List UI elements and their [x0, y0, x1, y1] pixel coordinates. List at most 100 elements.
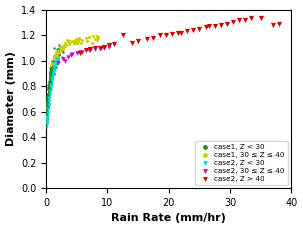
Point: [249, 17, 254, 20]
Point: [45, 100, 50, 104]
Point: [44, 104, 49, 108]
Point: [48, 78, 53, 81]
Point: [45, 112, 49, 115]
Point: [45, 105, 50, 109]
Point: [50, 75, 55, 79]
Point: [47, 84, 52, 88]
Point: [84, 49, 88, 52]
Point: [218, 23, 223, 27]
Point: [72, 39, 77, 43]
Point: [55, 57, 60, 61]
Point: [44, 110, 49, 114]
Point: [91, 35, 95, 38]
Point: [63, 41, 68, 45]
Point: [49, 67, 54, 71]
Point: [231, 20, 235, 24]
Point: [50, 65, 55, 69]
Point: [66, 40, 71, 43]
Point: [136, 40, 141, 43]
Point: [52, 65, 57, 69]
Point: [52, 53, 57, 57]
Point: [62, 42, 67, 46]
Point: [45, 104, 50, 107]
Point: [45, 108, 50, 112]
Point: [50, 63, 55, 67]
Point: [47, 71, 52, 74]
Point: [258, 17, 263, 20]
Point: [51, 72, 56, 76]
Point: [44, 114, 49, 117]
Point: [45, 103, 50, 107]
Point: [47, 88, 52, 92]
Point: [44, 113, 49, 116]
Legend: case1, Z < 30, case1, 30 ≤ Z ≤ 40, case2, Z < 30, case2, 30 ≤ Z ≤ 40, case2, Z >: case1, Z < 30, case1, 30 ≤ Z ≤ 40, case2…: [195, 141, 288, 185]
Point: [47, 90, 52, 93]
Point: [44, 101, 49, 104]
Point: [45, 114, 49, 118]
Point: [45, 102, 50, 105]
Point: [95, 36, 100, 40]
Point: [53, 64, 58, 67]
Point: [50, 71, 55, 75]
Point: [54, 58, 59, 62]
Point: [49, 63, 54, 66]
Point: [45, 103, 50, 107]
Point: [53, 53, 58, 57]
Point: [49, 61, 54, 64]
Point: [45, 100, 50, 104]
Point: [52, 55, 56, 58]
Point: [45, 111, 50, 115]
Point: [48, 71, 53, 74]
Point: [46, 91, 51, 95]
Point: [49, 59, 54, 63]
Point: [51, 63, 56, 66]
Point: [93, 47, 98, 51]
Point: [48, 81, 52, 84]
Point: [47, 80, 52, 84]
Point: [99, 46, 104, 50]
Point: [46, 88, 51, 92]
Point: [53, 63, 58, 66]
Point: [50, 69, 55, 73]
Point: [45, 113, 50, 116]
Point: [75, 39, 80, 42]
Point: [51, 57, 56, 60]
Point: [44, 106, 49, 110]
Point: [51, 62, 56, 65]
Point: [48, 74, 53, 78]
Point: [46, 83, 51, 87]
Point: [47, 88, 52, 92]
Point: [44, 108, 49, 112]
Point: [45, 106, 50, 110]
Point: [49, 68, 54, 72]
Point: [45, 103, 49, 107]
Point: [48, 81, 53, 84]
Point: [44, 114, 49, 117]
Point: [48, 83, 53, 87]
Point: [45, 95, 50, 99]
Point: [44, 104, 49, 108]
Point: [47, 87, 52, 90]
Point: [44, 123, 49, 126]
Point: [45, 109, 49, 113]
Point: [49, 71, 54, 75]
Point: [59, 48, 64, 52]
Point: [44, 111, 49, 115]
Point: [45, 102, 50, 105]
Point: [46, 90, 51, 93]
Point: [48, 76, 52, 79]
Point: [50, 64, 55, 68]
Point: [76, 38, 81, 41]
Point: [60, 55, 65, 59]
Point: [57, 52, 62, 56]
Point: [47, 86, 52, 90]
Point: [44, 109, 49, 113]
Point: [78, 41, 83, 45]
Point: [206, 24, 211, 28]
Point: [47, 96, 52, 99]
Point: [46, 93, 51, 96]
Point: [45, 85, 50, 89]
Point: [52, 46, 56, 49]
Point: [49, 68, 54, 71]
Point: [45, 100, 50, 104]
